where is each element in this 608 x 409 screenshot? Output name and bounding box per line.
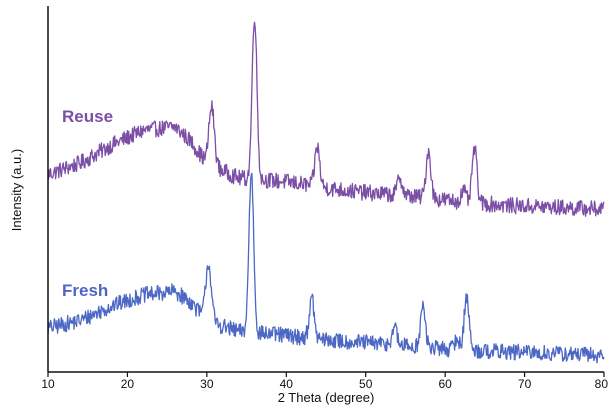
x-ticks: 10 20 30 40 50 60 70 80 (41, 372, 608, 391)
x-tick-label: 30 (200, 377, 214, 391)
series-label-fresh: Fresh (62, 281, 108, 300)
series-line-reuse (47, 21, 605, 217)
y-axis-label: Intensity (a.u.) (9, 149, 24, 231)
series-line-fresh (47, 172, 605, 364)
plot-area (47, 21, 605, 364)
x-tick-label: 20 (121, 377, 135, 391)
x-tick-label: 10 (41, 377, 55, 391)
x-tick-label: 40 (280, 377, 294, 391)
x-tick-label: 70 (518, 377, 532, 391)
x-axis-label: 2 Theta (degree) (278, 390, 375, 405)
x-tick-label: 60 (438, 377, 452, 391)
series-label-reuse: Reuse (62, 107, 113, 126)
x-tick-label: 80 (595, 377, 608, 391)
x-tick-label: 50 (359, 377, 373, 391)
